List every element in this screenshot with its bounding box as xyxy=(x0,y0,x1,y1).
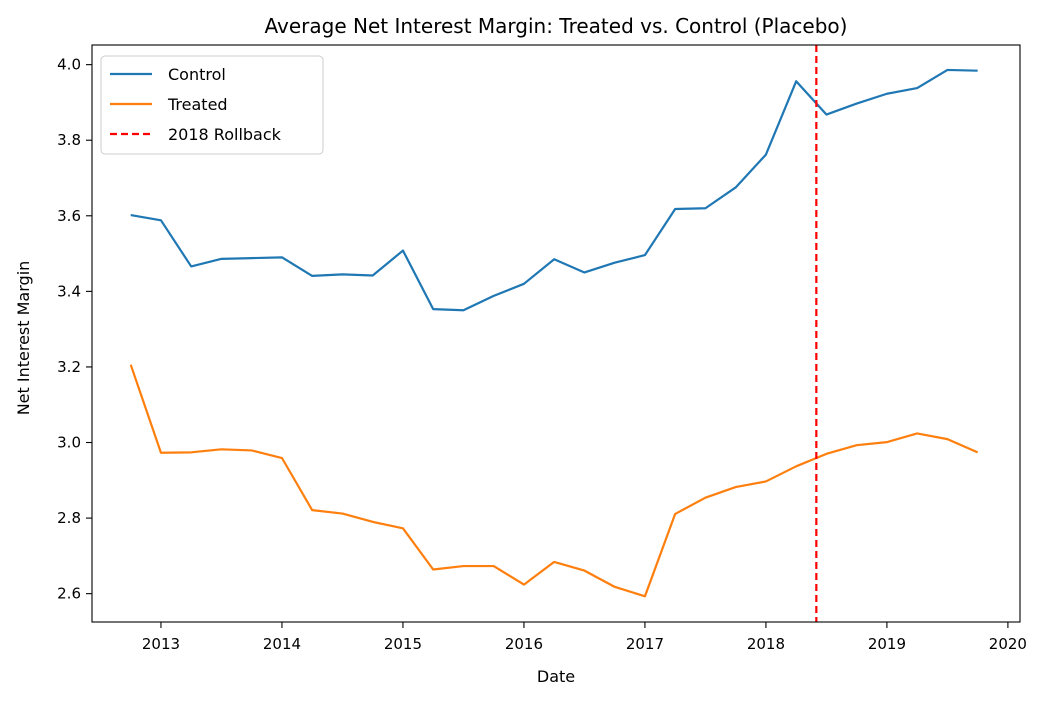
y-tick-label: 4.0 xyxy=(57,56,81,74)
x-tick-label: 2015 xyxy=(384,635,422,653)
legend-box xyxy=(100,55,324,155)
legend-label: Treated xyxy=(167,95,228,114)
x-tick-label: 2020 xyxy=(989,635,1027,653)
series-line-treated xyxy=(129,364,979,598)
x-tick-label: 2013 xyxy=(142,635,180,653)
chart-title: Average Net Interest Margin: Treated vs.… xyxy=(265,14,848,38)
plot-frame xyxy=(91,44,1021,623)
x-tick-label: 2019 xyxy=(868,635,906,653)
legend-label: Control xyxy=(168,65,226,84)
y-tick-label: 3.2 xyxy=(57,358,81,376)
legend: Control Treated 2018 Rollback xyxy=(100,55,324,155)
x-axis-label: Date xyxy=(537,667,575,686)
x-tick-label: 2016 xyxy=(505,635,543,653)
legend-label: 2018 Rollback xyxy=(168,125,282,144)
y-tick-label: 2.8 xyxy=(57,509,81,527)
y-tick-label: 3.6 xyxy=(57,207,81,225)
x-tick-label: 2017 xyxy=(626,635,664,653)
y-tick-label: 3.4 xyxy=(57,282,81,300)
y-tick-label: 3.8 xyxy=(57,131,81,149)
y-tick-label: 3.0 xyxy=(57,434,81,452)
x-tick-label: 2018 xyxy=(747,635,785,653)
x-tick-label: 2014 xyxy=(263,635,301,653)
y-axis-label: Net Interest Margin xyxy=(14,261,33,416)
y-tick-label: 2.6 xyxy=(57,585,81,603)
series-line-control xyxy=(130,68,978,312)
